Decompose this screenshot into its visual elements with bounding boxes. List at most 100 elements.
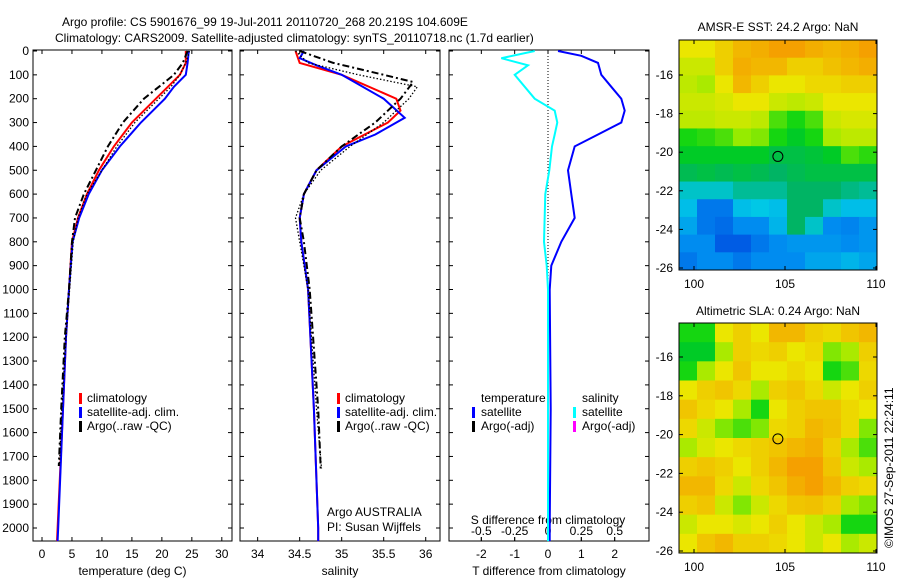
plot-frame	[32, 49, 233, 542]
map-cell	[751, 128, 770, 147]
map-cell	[715, 75, 734, 94]
map-cell	[805, 163, 824, 183]
map-cell	[715, 199, 734, 218]
map-cell	[697, 146, 716, 165]
map-cell	[769, 234, 788, 253]
map-cell	[733, 216, 752, 236]
map-cell	[751, 476, 770, 496]
map-cell	[715, 216, 734, 236]
map-cell	[841, 128, 860, 147]
y-tick-label: 100	[9, 68, 29, 82]
map-cell	[679, 146, 698, 165]
map-cell	[715, 163, 734, 183]
map-cell	[679, 93, 698, 112]
map-cell	[697, 418, 716, 439]
map-cell	[751, 75, 770, 94]
map-cell	[697, 40, 716, 59]
x-tick-label: 20	[155, 547, 169, 561]
map-cell	[787, 495, 806, 516]
map-cell	[787, 181, 806, 200]
map-cell	[823, 438, 842, 458]
map-cell	[823, 361, 842, 381]
map-cell	[697, 323, 716, 343]
x-tick-label: 34	[251, 547, 265, 561]
map-cell	[823, 457, 842, 477]
map-cell	[697, 399, 716, 420]
legend-swatch	[79, 393, 82, 404]
map-cell	[751, 399, 770, 420]
map-cell	[841, 380, 860, 401]
y-tick-label: 1100	[3, 306, 29, 320]
map-cell	[787, 57, 806, 76]
map-cell	[859, 380, 878, 401]
map-cell	[715, 110, 734, 129]
map-cell	[841, 399, 860, 420]
map-cell	[841, 418, 860, 439]
map-cell	[859, 234, 878, 253]
x-axis-label: temperature (deg C)	[78, 564, 186, 578]
map-cell	[841, 216, 860, 236]
map-cell	[751, 457, 770, 477]
x-tick-label: 36	[419, 547, 433, 561]
y-tick-label: 0	[22, 44, 29, 58]
legend-label: climatology	[345, 391, 405, 405]
map-cell	[769, 495, 788, 516]
map-cell	[751, 181, 770, 200]
map-title: Altimetric SLA: 0.24 Argo: NaN	[696, 304, 860, 318]
map-cell	[769, 40, 788, 59]
map-cell	[733, 234, 752, 253]
x-tick-label: 110	[866, 560, 885, 574]
map-cell	[841, 533, 860, 554]
map-cell	[679, 457, 698, 477]
map-cell	[859, 457, 878, 477]
x2-tick-label: 0.5	[606, 524, 623, 538]
map-cell	[823, 199, 842, 218]
legend-swatch	[79, 407, 82, 418]
map-cell	[841, 476, 860, 496]
map-cell	[787, 252, 806, 271]
map-cell	[751, 110, 770, 129]
map-cell	[823, 342, 842, 362]
y-tick-label: -18	[656, 107, 674, 121]
map-cell	[697, 476, 716, 496]
map-cell	[841, 181, 860, 200]
map-cell	[787, 234, 806, 253]
map-cell	[679, 128, 698, 147]
map-cell	[751, 380, 770, 401]
y-tick-label: 1300	[2, 354, 29, 368]
map-cell	[787, 457, 806, 477]
map-cell	[841, 323, 860, 343]
map-title: AMSR-E SST: 24.2 Argo: NaN	[698, 20, 859, 34]
map-cell	[841, 40, 860, 59]
map-cell	[697, 110, 716, 129]
y-tick-label: 900	[9, 259, 29, 273]
map-cell	[805, 146, 824, 165]
x-axis-label: salinity	[322, 564, 359, 578]
map-cell	[769, 199, 788, 218]
map-cell	[859, 93, 878, 112]
y-tick-label: 1700	[2, 449, 29, 463]
y-tick-label: -24	[656, 222, 674, 236]
map-cell	[805, 128, 824, 147]
map-cell	[823, 75, 842, 94]
map-cell	[859, 110, 878, 129]
map-cell	[733, 438, 752, 458]
series-line-argo	[298, 50, 415, 469]
x-tick-label: 34.5	[288, 547, 312, 561]
y-tick-label: 1400	[2, 378, 29, 392]
title-line-1: Argo profile: CS 5901676_99 19-Jul-2011 …	[62, 15, 468, 29]
map-cell	[715, 457, 734, 477]
legend-swatch	[79, 421, 82, 432]
map-cell	[679, 418, 698, 439]
x2-tick-label: -0.25	[501, 524, 529, 538]
map-cell	[805, 457, 824, 477]
map-cell	[769, 476, 788, 496]
map-cell	[715, 361, 734, 381]
x-tick-label: 5	[69, 547, 76, 561]
argo-location-marker	[772, 433, 784, 445]
y-tick-label: 1900	[2, 497, 29, 511]
map-cell	[733, 399, 752, 420]
map-cell	[841, 234, 860, 253]
map-cell	[787, 399, 806, 420]
map-cell	[841, 146, 860, 165]
